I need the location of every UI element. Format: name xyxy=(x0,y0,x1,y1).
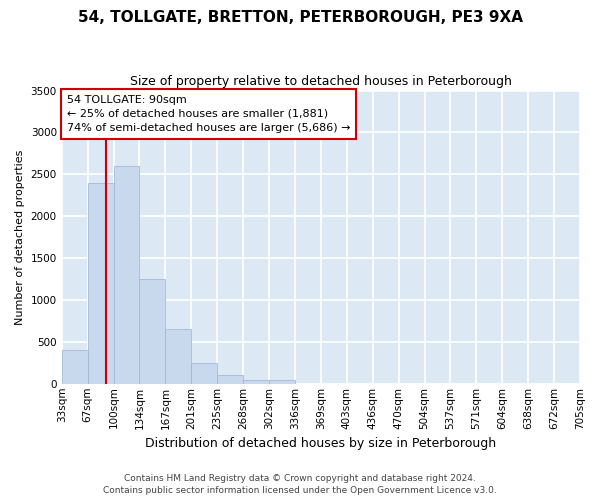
Bar xyxy=(113,166,139,384)
Bar xyxy=(191,363,217,384)
X-axis label: Distribution of detached houses by size in Peterborough: Distribution of detached houses by size … xyxy=(145,437,496,450)
Text: 54 TOLLGATE: 90sqm
← 25% of detached houses are smaller (1,881)
74% of semi-deta: 54 TOLLGATE: 90sqm ← 25% of detached hou… xyxy=(67,95,350,133)
Bar xyxy=(62,350,88,384)
Bar xyxy=(217,376,243,384)
Bar xyxy=(269,380,295,384)
Text: 54, TOLLGATE, BRETTON, PETERBOROUGH, PE3 9XA: 54, TOLLGATE, BRETTON, PETERBOROUGH, PE3… xyxy=(77,10,523,25)
Title: Size of property relative to detached houses in Peterborough: Size of property relative to detached ho… xyxy=(130,75,512,88)
Bar xyxy=(139,279,166,384)
Y-axis label: Number of detached properties: Number of detached properties xyxy=(15,150,25,325)
Bar xyxy=(166,330,191,384)
Text: Contains HM Land Registry data © Crown copyright and database right 2024.
Contai: Contains HM Land Registry data © Crown c… xyxy=(103,474,497,495)
Bar xyxy=(243,380,269,384)
Bar xyxy=(88,182,113,384)
